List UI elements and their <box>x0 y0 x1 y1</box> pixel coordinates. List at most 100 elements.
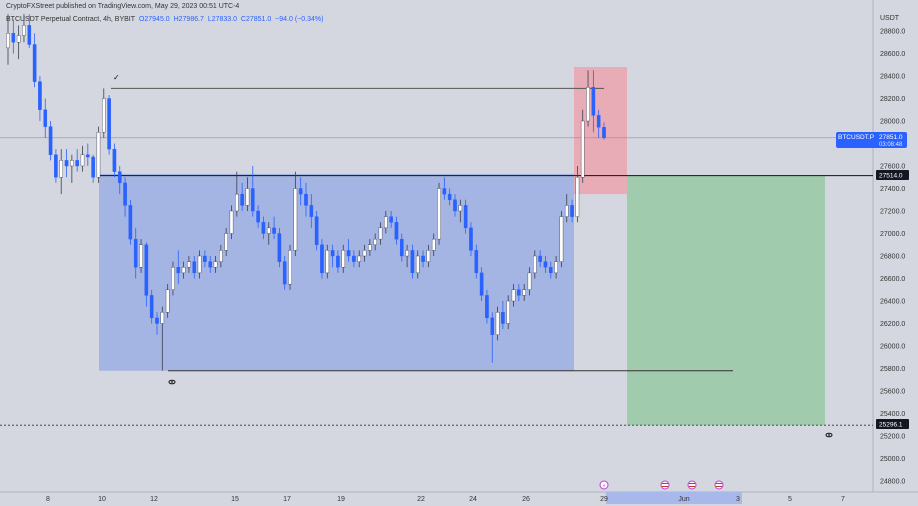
candle-body <box>149 295 154 319</box>
countdown-badge: 03:08:48 <box>879 142 903 148</box>
candle-body <box>59 160 64 178</box>
level-lower-value: 25296.1 <box>879 422 903 429</box>
candle-body <box>511 289 516 302</box>
price-tick-label: 26600.0 <box>880 276 905 283</box>
candle-body <box>479 272 484 296</box>
date-tick-label: Jun <box>678 496 689 503</box>
candle-body <box>389 216 393 223</box>
candle-body <box>554 261 558 274</box>
event-flash-icon[interactable]: ⚡ <box>599 480 609 490</box>
price-tick-label: 24800.0 <box>880 479 905 486</box>
candle-body <box>75 160 79 167</box>
candle-body <box>357 255 362 262</box>
eye-icon <box>168 379 176 385</box>
candle-body <box>490 317 495 335</box>
price-tick-label: 27600.0 <box>880 164 905 171</box>
candle-body <box>91 156 95 178</box>
level-lower-badge: 25296.1 <box>876 419 909 429</box>
candle-body <box>378 227 383 240</box>
current-price-badge: 27851.0 <box>879 134 903 141</box>
candle-body <box>123 182 127 206</box>
candle-body <box>506 300 511 324</box>
svg-text:⚡: ⚡ <box>602 483 606 490</box>
us-flag-event-icon[interactable] <box>687 480 697 490</box>
candle-body <box>527 272 532 290</box>
candle-body <box>27 25 32 45</box>
candle-body <box>155 317 159 324</box>
level-upper-badge: 27514.0 <box>876 170 909 180</box>
candle-body <box>453 199 457 212</box>
price-tick-label: 26200.0 <box>880 321 905 328</box>
time-axis-highlight <box>606 492 742 504</box>
candle-body <box>415 255 420 274</box>
ohlc-open: O27945.0 <box>138 16 170 23</box>
candle-body <box>346 250 351 257</box>
candle-body <box>325 250 330 274</box>
candle-body <box>266 227 271 234</box>
candle-body <box>187 261 191 268</box>
price-tick-label: 27200.0 <box>880 209 905 216</box>
candle-body <box>250 188 255 212</box>
chart-attribution: CryptoFXStreet published on TradingView.… <box>6 3 240 10</box>
eye-icon <box>825 432 833 438</box>
candle-body <box>261 222 266 234</box>
candle-body <box>304 193 308 206</box>
candle-body <box>240 193 244 206</box>
candle-body <box>320 244 324 274</box>
candle-body <box>64 160 69 167</box>
candle-body <box>22 25 26 36</box>
candle-body <box>314 216 319 245</box>
candle-body <box>11 33 16 43</box>
date-tick-label: 19 <box>337 496 345 503</box>
date-tick-label: 8 <box>46 496 50 503</box>
candle-body <box>548 267 553 274</box>
candle-body <box>586 87 590 122</box>
date-tick-label: 15 <box>231 496 239 503</box>
price-axis[interactable]: 28800.0 28600.0 28400.0 28200.0 28000.0 27600… <box>880 29 905 486</box>
candle-body <box>282 261 287 285</box>
symbol-badge-label: BTCUSDT.P <box>838 134 874 141</box>
price-tick-label: 28600.0 <box>880 51 905 58</box>
price-tick-label: 26400.0 <box>880 299 905 306</box>
date-tick-label: 29 <box>600 496 608 503</box>
candle-body <box>107 98 111 150</box>
candle-body <box>421 255 425 262</box>
date-tick-label: 26 <box>522 496 530 503</box>
candle-body <box>6 33 10 49</box>
ohlc-low: L27833.0 <box>207 16 238 23</box>
check-mark-icon: ✓ <box>113 73 120 82</box>
candle-body <box>437 188 441 240</box>
candle-body <box>410 250 415 274</box>
candle-body <box>362 250 367 257</box>
candle-body <box>368 244 372 251</box>
candle-body <box>336 255 340 268</box>
candle-body <box>474 250 479 274</box>
candle-body <box>373 238 377 245</box>
candle-body <box>133 238 138 268</box>
ohlc-change: −94.0 (−0.34%) <box>275 16 324 23</box>
price-tick-label: 28000.0 <box>880 119 905 126</box>
candle-body <box>538 255 542 262</box>
candle-body <box>564 205 569 217</box>
candle-body <box>112 148 117 172</box>
candle-body <box>431 238 436 251</box>
candle-body <box>293 188 298 251</box>
candle-body <box>192 261 197 274</box>
candle-body <box>235 193 239 212</box>
candle-body <box>165 289 170 313</box>
candle-body <box>16 35 21 43</box>
price-tick-label: 25400.0 <box>880 411 905 418</box>
us-flag-event-icon[interactable] <box>660 480 670 490</box>
axis-currency-label: USDT <box>880 15 900 22</box>
candle-body <box>38 81 42 110</box>
time-axis[interactable]: 8 10 12 15 17 19 22 24 26 29 Jun 3 5 7 <box>46 496 845 503</box>
candle-body <box>160 312 165 324</box>
candle-body <box>144 244 149 296</box>
candle-body <box>341 250 346 268</box>
candle-body <box>458 205 463 212</box>
us-flag-event-icon[interactable] <box>714 480 724 490</box>
candle-body <box>181 267 186 274</box>
candle-body <box>171 267 175 290</box>
candle-body <box>197 255 202 274</box>
